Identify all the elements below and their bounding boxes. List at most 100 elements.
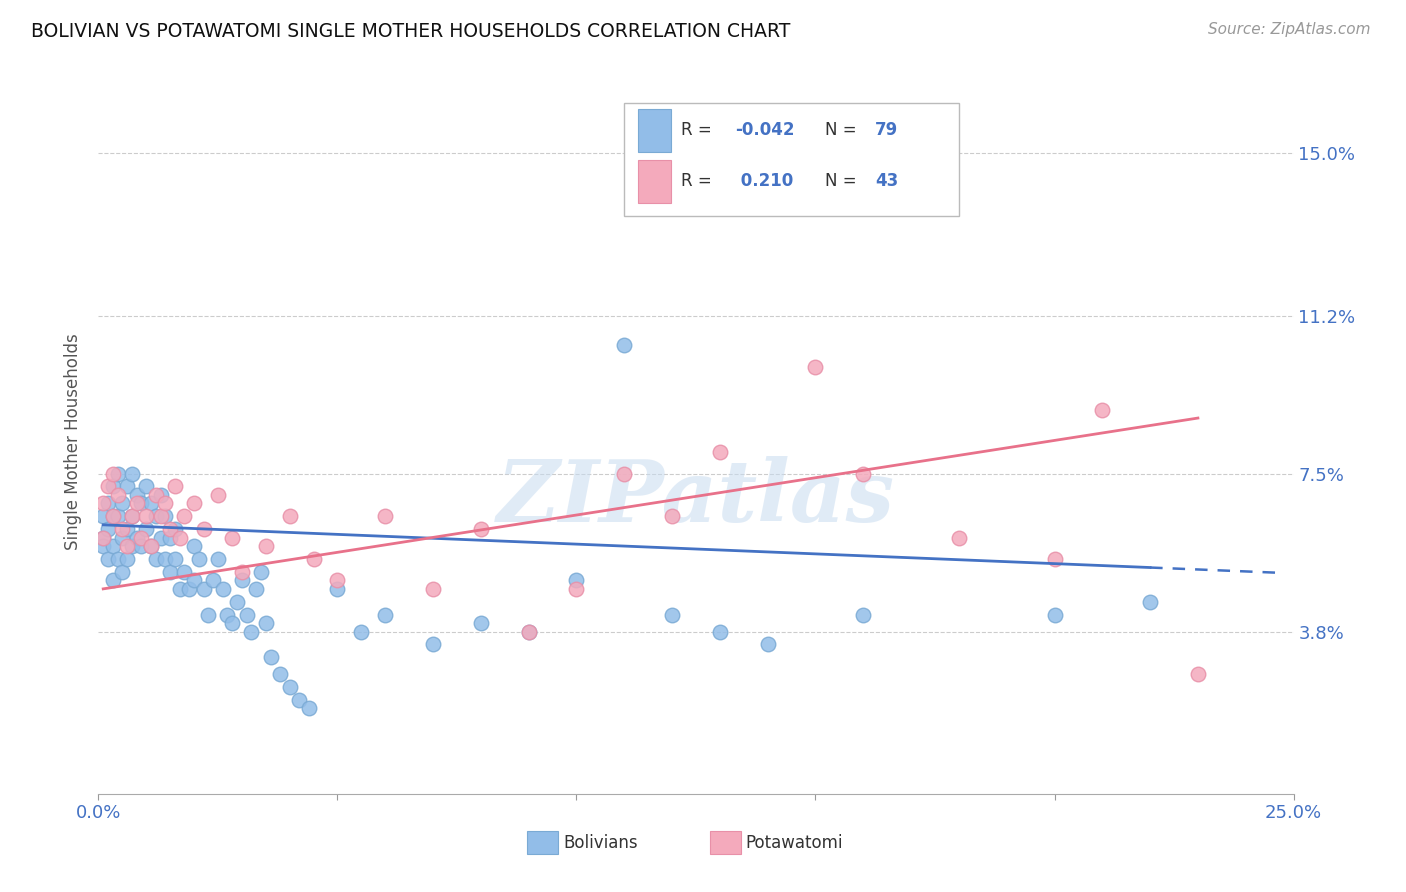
Point — [326, 574, 349, 588]
Point — [145, 552, 167, 566]
Point — [125, 488, 148, 502]
Point — [207, 488, 229, 502]
Point — [115, 552, 138, 566]
Point — [517, 624, 540, 639]
Bar — [638, 109, 671, 152]
Point — [254, 615, 277, 630]
Point — [613, 338, 636, 352]
Point — [163, 522, 186, 536]
Point — [125, 496, 148, 510]
Point — [326, 582, 349, 596]
Text: 43: 43 — [876, 172, 898, 190]
Point — [169, 582, 191, 596]
Point — [948, 531, 970, 545]
Point — [101, 467, 124, 481]
Text: N =: N = — [825, 121, 862, 139]
Point — [169, 531, 191, 545]
Point — [139, 539, 162, 553]
Point — [107, 552, 129, 566]
Point — [135, 479, 157, 493]
Point — [756, 637, 779, 651]
Point — [231, 565, 253, 579]
Point — [135, 522, 157, 536]
Point — [101, 574, 124, 588]
Point — [111, 565, 134, 579]
Point — [565, 574, 588, 588]
Point — [217, 607, 239, 622]
Point — [235, 607, 257, 622]
Point — [278, 509, 301, 524]
Point — [97, 552, 120, 566]
Point — [422, 637, 444, 651]
Point — [709, 624, 731, 639]
Point — [163, 479, 186, 493]
Point — [250, 565, 273, 579]
Point — [115, 539, 138, 553]
Point — [149, 531, 172, 545]
Point — [661, 509, 683, 524]
Point — [565, 582, 588, 596]
Text: Potawatomi: Potawatomi — [745, 834, 842, 852]
Point — [288, 693, 311, 707]
Text: -0.042: -0.042 — [735, 121, 794, 139]
Point — [709, 445, 731, 459]
Point — [155, 552, 177, 566]
Point — [155, 496, 177, 510]
Point — [149, 509, 172, 524]
Point — [221, 531, 243, 545]
Point — [101, 509, 124, 524]
Point — [517, 624, 540, 639]
Point — [91, 531, 114, 545]
Point — [173, 565, 195, 579]
Point — [179, 582, 201, 596]
Point — [101, 539, 124, 553]
Point — [101, 479, 124, 493]
Point — [298, 701, 321, 715]
Point — [613, 467, 636, 481]
Point — [1043, 552, 1066, 566]
Text: Source: ZipAtlas.com: Source: ZipAtlas.com — [1208, 22, 1371, 37]
Point — [121, 539, 143, 553]
Point — [193, 522, 215, 536]
Text: Bolivians: Bolivians — [564, 834, 638, 852]
Point — [131, 531, 153, 545]
Point — [221, 615, 243, 630]
FancyBboxPatch shape — [624, 103, 959, 216]
Point — [661, 607, 683, 622]
Point — [159, 531, 181, 545]
Point — [278, 680, 301, 694]
Point — [135, 509, 157, 524]
Point — [1043, 607, 1066, 622]
Point — [470, 615, 492, 630]
Point — [111, 496, 134, 510]
Point — [197, 607, 219, 622]
Text: 0.210: 0.210 — [735, 172, 793, 190]
Point — [139, 496, 162, 510]
Point — [1091, 402, 1114, 417]
Point — [211, 582, 233, 596]
Point — [107, 467, 129, 481]
Point — [193, 582, 215, 596]
Point — [91, 496, 114, 510]
Point — [350, 624, 373, 639]
Point — [101, 509, 124, 524]
Point — [139, 539, 162, 553]
Text: R =: R = — [681, 172, 717, 190]
Point — [107, 488, 129, 502]
Point — [852, 607, 875, 622]
Point — [131, 496, 153, 510]
Point — [207, 552, 229, 566]
Point — [183, 496, 205, 510]
Point — [145, 509, 167, 524]
Point — [302, 552, 325, 566]
Text: N =: N = — [825, 172, 862, 190]
Point — [125, 531, 148, 545]
Point — [115, 522, 138, 536]
Point — [470, 522, 492, 536]
Point — [91, 539, 114, 553]
Point — [245, 582, 267, 596]
Y-axis label: Single Mother Households: Single Mother Households — [65, 334, 83, 549]
Point — [374, 509, 396, 524]
Point — [145, 488, 167, 502]
Point — [1139, 595, 1161, 609]
